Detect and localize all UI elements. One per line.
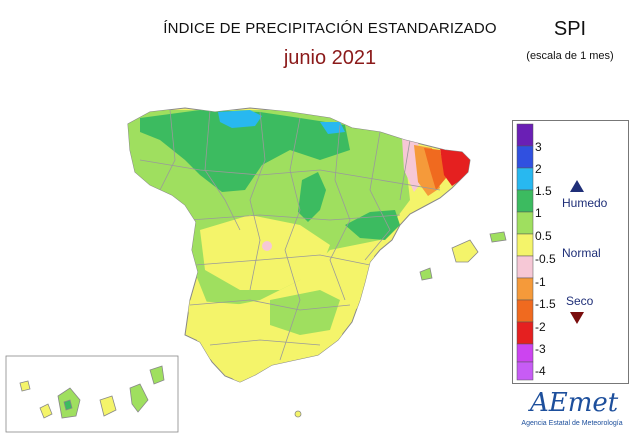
- legend-label-1-5: 1.5: [535, 184, 552, 198]
- region-boundaries: [139, 109, 441, 361]
- canary-inset-box: [5, 355, 179, 433]
- legend-seco: Seco: [566, 294, 594, 308]
- dry-arrow-icon: [570, 312, 584, 324]
- island-ibiza: [419, 267, 433, 281]
- legend-swatch-5: [516, 211, 534, 235]
- zone-very-wet-2: [320, 122, 345, 134]
- legend-swatch-1: [516, 123, 534, 147]
- map-title: ÍNDICE DE PRECIPITACIÓN ESTANDARIZADO: [163, 20, 497, 37]
- index-name: SPI: [553, 18, 587, 40]
- scale-note: (escala de 1 mes): [526, 50, 614, 62]
- legend-label-0-5: 0.5: [535, 229, 552, 243]
- island-mallorca: [451, 239, 479, 263]
- wet-arrow-icon: [570, 180, 584, 192]
- legend-label-minus-1: -1: [535, 275, 546, 289]
- ceuta-marker: [294, 410, 302, 418]
- zone-normal-center: [200, 215, 330, 290]
- legend-label-minus-2: -2: [535, 320, 546, 334]
- legend-swatch-3: [516, 167, 534, 191]
- legend-label-2: 2: [535, 162, 542, 176]
- legend-swatch-2: [516, 145, 534, 169]
- legend-swatch-7: [516, 255, 534, 279]
- legend-label-minus-3: -3: [535, 342, 546, 356]
- zone-wet-east: [345, 210, 400, 240]
- legend-swatch-11: [516, 343, 534, 363]
- aemet-logo: AEmet Agencia Estatal de Meteorología: [518, 388, 626, 434]
- legend-label-3: 3: [535, 140, 542, 154]
- legend-label-minus-1-5: -1.5: [535, 297, 556, 311]
- zone-very-dry: [424, 148, 446, 190]
- period-label: junio 2021: [283, 47, 377, 69]
- spot-slightly-dry-2: [180, 336, 188, 344]
- zone-mod-wet-andalusia: [270, 290, 340, 335]
- island-menorca: [489, 231, 507, 243]
- legend-swatch-10: [516, 321, 534, 345]
- aemet-logo-subtitle: Agencia Estatal de Meteorología: [521, 420, 623, 427]
- legend-humedo: Humedo: [562, 196, 608, 210]
- legend-swatch-12: [516, 361, 534, 381]
- legend-label-minus-4: -4: [535, 364, 546, 378]
- legend-normal: Normal: [562, 246, 601, 260]
- legend-box: [512, 120, 629, 384]
- legend-swatch-9: [516, 299, 534, 323]
- aemet-logo-text: AEmet: [530, 388, 619, 418]
- canary-islands: [19, 365, 165, 419]
- legend-swatch-8: [516, 277, 534, 301]
- legend-swatch-6: [516, 233, 534, 257]
- legend-label-1: 1: [535, 206, 542, 220]
- zone-wet-central: [298, 172, 326, 222]
- spot-slightly-dry-1: [262, 241, 272, 251]
- zone-very-wet: [218, 110, 262, 128]
- legend-label-minus-0-5: -0.5: [535, 252, 556, 266]
- legend-swatch-4: [516, 189, 534, 213]
- legend-colorbar: [516, 123, 534, 381]
